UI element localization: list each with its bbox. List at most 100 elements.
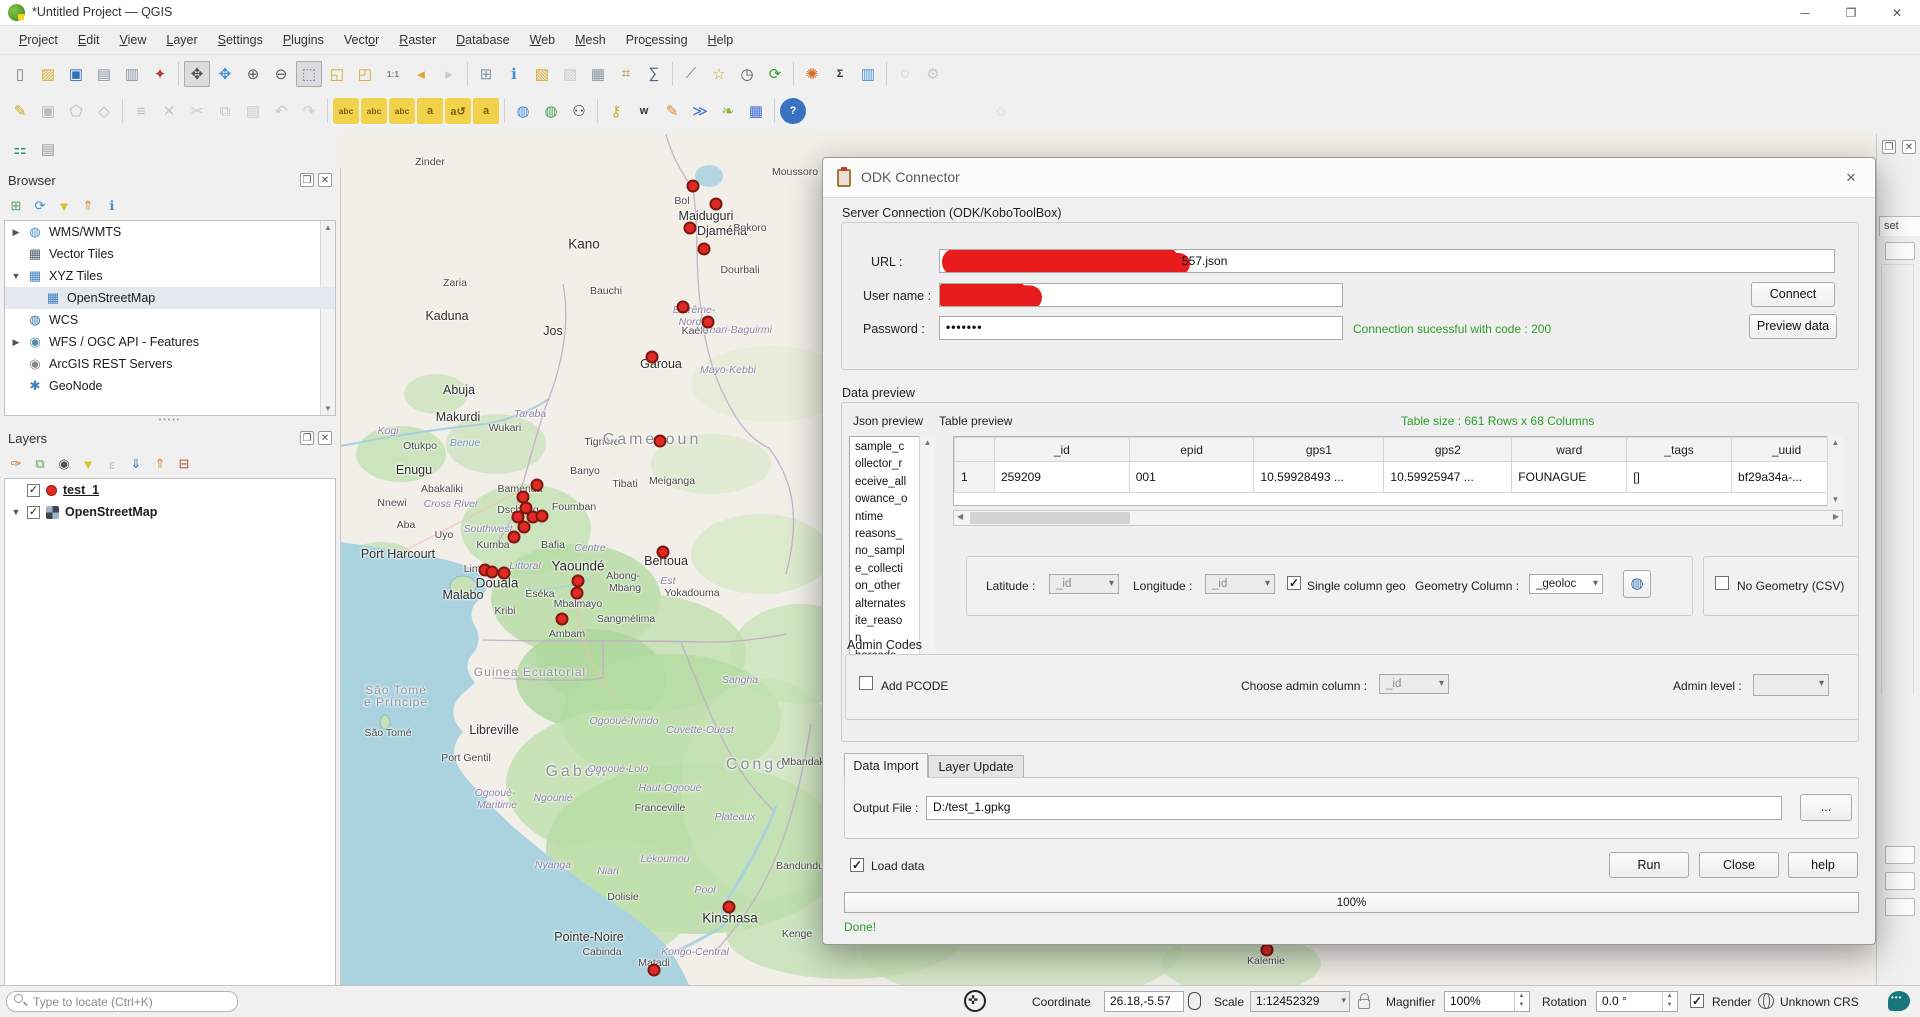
- messages-bubble-icon[interactable]: [1888, 991, 1910, 1011]
- json-list-item[interactable]: reasons_: [855, 528, 903, 541]
- python-console[interactable]: ≫: [692, 103, 708, 120]
- help-contents[interactable]: ?: [780, 98, 806, 124]
- layers-float-icon[interactable]: ❐: [300, 431, 314, 445]
- annotation-pencil[interactable]: ✎: [665, 103, 679, 120]
- toolbar-options[interactable]: ⚙: [926, 65, 940, 83]
- expand-all[interactable]: ⇓: [130, 456, 142, 471]
- mouse-icon[interactable]: [1188, 992, 1201, 1010]
- table-cell[interactable]: 10.59928493 ...: [1253, 461, 1385, 493]
- rotation-field[interactable]: 0.0 ° ▲ ▼: [1596, 991, 1678, 1012]
- help-button[interactable]: help: [1788, 852, 1858, 878]
- measure-line[interactable]: ⟋: [685, 65, 697, 82]
- table-column-header[interactable]: gps1: [1253, 437, 1385, 462]
- right-panel-button[interactable]: [1885, 872, 1915, 890]
- style-manager[interactable]: ✦: [153, 65, 167, 83]
- menu-web[interactable]: Web: [529, 33, 556, 47]
- auth-key[interactable]: ⚷: [610, 103, 622, 120]
- username-input[interactable]: [939, 283, 1343, 307]
- right-panel-button[interactable]: [1885, 242, 1915, 260]
- lock-icon[interactable]: [1358, 993, 1370, 1009]
- new-print-layout[interactable]: ▤: [96, 65, 112, 83]
- browser-float-icon[interactable]: ❐: [300, 173, 314, 187]
- browser-item-openstreetmap[interactable]: ▦ OpenStreetMap: [5, 287, 335, 309]
- identify-features[interactable]: ℹ: [511, 65, 517, 83]
- table-cell[interactable]: FOUNAGUE: [1511, 461, 1628, 493]
- browser-close-icon[interactable]: ✕: [318, 173, 332, 187]
- zoom-to-layer[interactable]: ◰: [357, 65, 373, 83]
- menu-plugins[interactable]: Plugins: [282, 33, 324, 47]
- table-column-header[interactable]: _id: [993, 437, 1130, 462]
- odk-connector-icon[interactable]: ⚏: [13, 141, 27, 158]
- menu-mesh[interactable]: Mesh: [575, 33, 606, 47]
- filter-expression[interactable]: ε: [109, 456, 115, 472]
- plugin-grid[interactable]: ▦: [748, 103, 764, 120]
- table-cell[interactable]: 001: [1128, 461, 1255, 493]
- label-highlight[interactable]: abc: [389, 98, 415, 124]
- table-cell[interactable]: bf29a34a-...: [1731, 461, 1842, 493]
- select-features[interactable]: ▧: [534, 65, 550, 83]
- vertex-tool[interactable]: ◇: [98, 103, 110, 120]
- table-cell[interactable]: 10.59925947 ...: [1383, 461, 1513, 493]
- crs-label[interactable]: Unknown CRS: [1780, 995, 1859, 1009]
- right-panel-button[interactable]: [1885, 898, 1915, 916]
- layers-close-icon[interactable]: ✕: [318, 431, 332, 445]
- cut-features[interactable]: ✂: [190, 103, 204, 120]
- layers-tree[interactable]: ✓ test_1 ▼ ✓ OpenStreetMap: [4, 478, 336, 990]
- menu-vector[interactable]: Vector: [343, 33, 380, 47]
- project-new[interactable]: ▯: [15, 65, 25, 83]
- sum-features[interactable]: Σ: [836, 67, 844, 80]
- dialog-titlebar[interactable]: ODK Connector ✕: [823, 158, 1875, 198]
- processing-toolbox[interactable]: ✺: [805, 65, 819, 83]
- search-disabled[interactable]: ◌: [996, 102, 1006, 120]
- binoculars-search[interactable]: ⚇: [572, 103, 586, 120]
- table-preview[interactable]: _id epid gps1 gps2 ward _tags _uuid 1 259209 001 1…: [953, 436, 1843, 506]
- tree-expand-icon[interactable]: ▼: [11, 271, 21, 281]
- table-column-header[interactable]: epid: [1128, 437, 1255, 462]
- pan-to-selection[interactable]: ✥: [218, 65, 232, 83]
- layer-visibility-checkbox[interactable]: ✓: [27, 483, 40, 497]
- new-bookmark[interactable]: ☆: [712, 65, 726, 83]
- osm-place-search[interactable]: ◌: [900, 65, 910, 82]
- table-cell[interactable]: []: [1626, 461, 1733, 493]
- json-list-item[interactable]: alternates: [855, 597, 906, 610]
- menu-help[interactable]: Help: [707, 33, 734, 47]
- temporal-controller[interactable]: ◷: [740, 65, 754, 83]
- single-column-geo-checkbox[interactable]: ✓: [1287, 576, 1301, 590]
- admin-column-combo[interactable]: _id: [1379, 674, 1449, 694]
- tree-expand-icon[interactable]: ▶: [12, 226, 20, 237]
- json-list-item[interactable]: on_other: [855, 580, 901, 593]
- statistical-summary[interactable]: ∑: [648, 65, 660, 82]
- deselect-features[interactable]: ▧: [562, 65, 578, 83]
- layer-labeling[interactable]: abc: [333, 98, 359, 124]
- tree-expand-icon[interactable]: ▶: [12, 336, 20, 347]
- label-change[interactable]: a: [473, 98, 499, 124]
- table-hscrollbar[interactable]: ◀ ▶: [953, 510, 1843, 526]
- magnifier-field[interactable]: 100% ▲ ▼: [1444, 991, 1530, 1012]
- zoom-out[interactable]: ⊖: [274, 65, 288, 83]
- magnifier-spinner[interactable]: ▲ ▼: [1514, 992, 1528, 1011]
- zoom-to-selection[interactable]: ◱: [329, 65, 345, 83]
- menu-raster[interactable]: Raster: [399, 33, 437, 47]
- collapse-all-browser[interactable]: ⇑: [82, 198, 94, 213]
- zoom-full[interactable]: ⬚: [296, 60, 322, 87]
- layer-visibility-checkbox[interactable]: ✓: [27, 505, 40, 519]
- right-panel-float-icon[interactable]: ❐: [1882, 140, 1896, 154]
- geonetwork-globe[interactable]: ◍: [544, 103, 558, 120]
- osgeo-plugin[interactable]: ❧: [721, 103, 735, 120]
- render-checkbox[interactable]: ✓: [1690, 994, 1704, 1008]
- label-pin[interactable]: abc: [361, 98, 387, 124]
- layout-manager[interactable]: ▥: [124, 65, 140, 83]
- crs-globe-icon[interactable]: [1758, 993, 1774, 1009]
- window-minimize-button[interactable]: ─: [1800, 6, 1810, 20]
- filter-legend[interactable]: ▼: [81, 456, 95, 472]
- wiki-button[interactable]: w: [639, 105, 649, 117]
- project-open[interactable]: ▨: [40, 65, 56, 83]
- zoom-next[interactable]: ▸: [445, 65, 453, 83]
- json-list-item[interactable]: e_collecti: [855, 562, 903, 575]
- right-panel-close-icon[interactable]: ✕: [1902, 140, 1916, 154]
- menu-view[interactable]: View: [119, 33, 147, 47]
- json-list-item[interactable]: no_sampl: [855, 545, 905, 558]
- browser-item-arcgis-rest-servers[interactable]: ◉ ArcGIS REST Servers: [5, 353, 335, 375]
- remove-layer[interactable]: ⊟: [178, 456, 190, 471]
- json-list-item[interactable]: owance_o: [855, 493, 908, 506]
